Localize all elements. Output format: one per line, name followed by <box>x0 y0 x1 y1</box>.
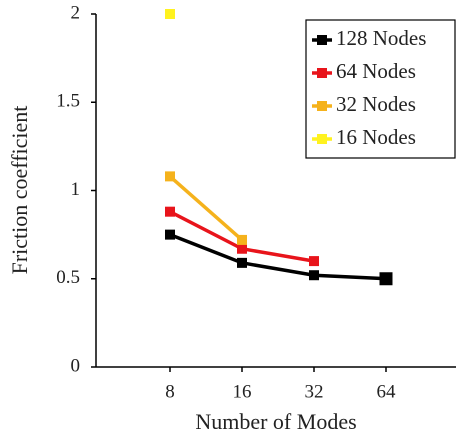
x-tick-label: 32 <box>305 381 324 402</box>
x-tick-label: 64 <box>377 381 397 402</box>
legend-label: 128 Nodes <box>336 26 426 50</box>
legend-swatch <box>317 134 327 144</box>
point <box>165 9 175 19</box>
legend-label: 64 Nodes <box>336 59 416 83</box>
y-tick-label: 0.5 <box>56 267 80 288</box>
point <box>237 257 247 268</box>
series-line <box>169 232 387 281</box>
y-axis-title: Friction coefficient <box>7 106 32 275</box>
legend-box <box>305 19 456 159</box>
y-tick-label: 1 <box>71 179 81 200</box>
legend-label: 32 Nodes <box>336 92 416 116</box>
series-line <box>168 175 244 242</box>
point <box>309 270 319 281</box>
point <box>237 243 247 254</box>
legend-label: 16 Nodes <box>336 125 416 149</box>
x-tick-label: 8 <box>165 381 175 402</box>
y-tick-label: 2 <box>71 2 81 23</box>
point <box>165 206 175 217</box>
legend-swatch <box>317 35 327 45</box>
legend-swatch <box>317 68 327 78</box>
y-tick-label: 0 <box>71 355 81 376</box>
point <box>165 229 175 240</box>
y-tick-label: 1.5 <box>56 91 80 112</box>
legend-swatch <box>317 101 327 111</box>
point <box>237 234 247 245</box>
point <box>379 272 393 286</box>
x-axis-title: Number of Modes <box>195 409 356 434</box>
point <box>309 256 319 267</box>
point <box>165 171 175 182</box>
x-tick-label: 16 <box>233 381 252 402</box>
